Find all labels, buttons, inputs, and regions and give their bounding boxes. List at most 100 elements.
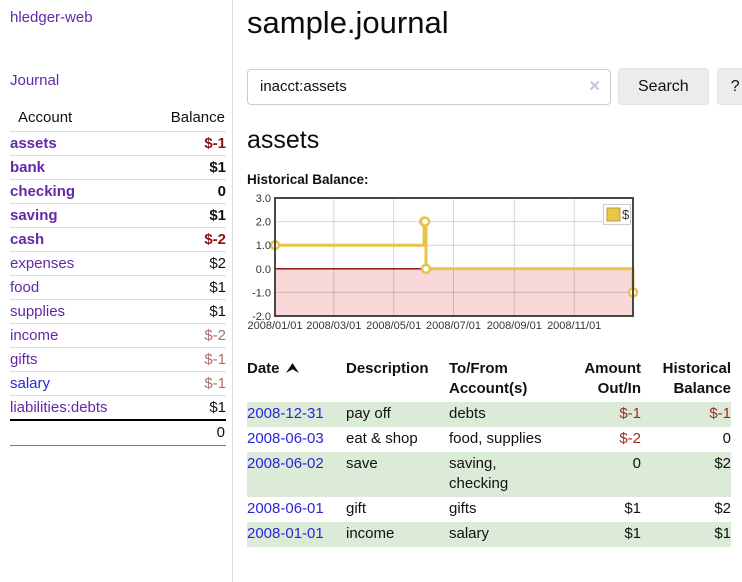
svg-text:0.0: 0.0 bbox=[256, 264, 271, 276]
sidebar-accounts-header: Account Balance bbox=[10, 107, 226, 132]
register-header-date[interactable]: Date bbox=[247, 358, 346, 402]
register-balance: $2 bbox=[714, 455, 731, 472]
sidebar-account-row: assets $-1 bbox=[10, 131, 226, 156]
register-amount: $1 bbox=[624, 525, 641, 542]
sidebar-account-row: liabilities:debts $1 bbox=[10, 395, 226, 420]
account-balance: $-2 bbox=[141, 323, 226, 348]
brand-link[interactable]: hledger-web bbox=[10, 9, 93, 26]
register-amount: $-2 bbox=[619, 430, 641, 447]
sidebar-account-row: supplies $1 bbox=[10, 299, 226, 324]
search-button[interactable]: Search bbox=[618, 68, 709, 105]
legend-swatch-icon bbox=[606, 207, 621, 222]
register-description: eat & shop bbox=[346, 430, 418, 447]
register-date-link[interactable]: 2008-01-01 bbox=[247, 525, 324, 542]
accounts-header-account: Account bbox=[18, 109, 73, 126]
chart-legend: $ bbox=[603, 204, 631, 225]
account-link-bank[interactable]: bank bbox=[10, 159, 46, 176]
accounts-header-balance: Balance bbox=[170, 109, 225, 126]
account-link-assets[interactable]: assets bbox=[10, 135, 57, 152]
register-accounts: gifts bbox=[449, 500, 477, 517]
account-balance: $-1 bbox=[141, 371, 226, 396]
register-row: 2008-12-31 pay off debts $-1 $-1 bbox=[247, 402, 731, 427]
chart-point-marker bbox=[419, 216, 431, 227]
register-description: income bbox=[346, 525, 395, 542]
chart-y-axis: -2.0 -1.0 0.0 1.0 2.0 3.0 bbox=[252, 194, 271, 323]
register-row: 2008-06-03 eat & shop food, supplies $-2 0 bbox=[247, 427, 731, 452]
account-link-expenses[interactable]: expenses bbox=[10, 255, 75, 272]
sidebar-account-row: salary $-1 bbox=[10, 371, 226, 396]
sidebar-total-balance: 0 bbox=[10, 419, 226, 446]
account-link-food[interactable]: food bbox=[10, 279, 40, 296]
historical-balance-chart: $ -2.0 -1.0 0.0 1.0 2.0 3.0 2008/01/01 2008/03/0… bbox=[247, 194, 639, 332]
register-description: pay off bbox=[346, 405, 391, 422]
register-date-link[interactable]: 2008-06-01 bbox=[247, 500, 324, 517]
chart-point-marker bbox=[420, 263, 432, 275]
svg-text:2008/01/01: 2008/01/01 bbox=[247, 320, 302, 332]
account-balance: $-1 bbox=[141, 131, 226, 156]
register-amount: 0 bbox=[632, 455, 641, 472]
account-link-liabilities-debts[interactable]: liabilities:debts bbox=[10, 399, 108, 416]
account-link-salary[interactable]: salary bbox=[10, 375, 51, 392]
sidebar-item-journal[interactable]: Journal bbox=[10, 72, 60, 89]
register-date-link[interactable]: 2008-06-02 bbox=[247, 455, 324, 472]
register-date-link[interactable]: 2008-06-03 bbox=[247, 430, 324, 447]
register-accounts: food, supplies bbox=[449, 430, 542, 447]
svg-text:2008/03/01: 2008/03/01 bbox=[306, 320, 361, 332]
svg-text:-2.0: -2.0 bbox=[252, 311, 271, 323]
account-title: assets bbox=[247, 126, 320, 154]
help-button[interactable]: ? bbox=[716, 68, 742, 105]
svg-text:2008/11/01: 2008/11/01 bbox=[547, 320, 601, 332]
sidebar-account-row: checking 0 bbox=[10, 179, 226, 204]
svg-text:2008/05/01: 2008/05/01 bbox=[366, 320, 421, 332]
legend-label: $ bbox=[622, 207, 630, 222]
register-row: 2008-06-01 gift gifts $1 $2 bbox=[247, 497, 731, 522]
account-link-gifts[interactable]: gifts bbox=[10, 351, 38, 368]
register-balance: $-1 bbox=[709, 405, 731, 422]
account-link-income[interactable]: income bbox=[10, 327, 59, 344]
svg-text:3.0: 3.0 bbox=[256, 194, 271, 205]
svg-text:-1.0: -1.0 bbox=[252, 287, 271, 299]
account-balance: $1 bbox=[141, 203, 226, 228]
account-link-supplies[interactable]: supplies bbox=[10, 303, 66, 320]
register-balance: $2 bbox=[714, 500, 731, 517]
register-row: 2008-01-01 income salary $1 $1 bbox=[247, 522, 731, 547]
register-date-link[interactable]: 2008-12-31 bbox=[247, 405, 324, 422]
chart-border bbox=[274, 197, 634, 317]
search-clear-icon[interactable]: ✕ bbox=[588, 77, 601, 95]
account-balance: $1 bbox=[141, 275, 226, 300]
account-balance: $-1 bbox=[141, 347, 226, 372]
sidebar-account-row: expenses $2 bbox=[10, 251, 226, 276]
sidebar: hledger-web Journal Account Balance asse… bbox=[0, 0, 233, 582]
register-accounts: debts bbox=[449, 405, 486, 422]
register-amount: $1 bbox=[624, 500, 641, 517]
sidebar-account-row: income $-2 bbox=[10, 323, 226, 348]
register-accounts: saving, checking bbox=[449, 455, 509, 492]
page-title: sample.journal bbox=[247, 5, 449, 40]
sidebar-account-row: bank $1 bbox=[10, 155, 226, 180]
account-balance: $2 bbox=[141, 251, 226, 276]
account-balance: $1 bbox=[141, 299, 226, 324]
search-form: ✕ Search ? bbox=[247, 68, 742, 105]
sort-ascending-icon bbox=[285, 360, 299, 377]
register-header-description: Description bbox=[346, 360, 429, 377]
register-description: save bbox=[346, 455, 378, 472]
account-link-cash[interactable]: cash bbox=[10, 231, 45, 248]
register-row: 2008-06-02 save saving, checking 0 $2 bbox=[247, 452, 731, 497]
account-balance: $-2 bbox=[141, 227, 226, 252]
account-link-checking[interactable]: checking bbox=[10, 183, 76, 200]
chart-x-axis: 2008/01/01 2008/03/01 2008/05/01 2008/07/01… bbox=[247, 320, 601, 332]
chart-title: Historical Balance: bbox=[247, 172, 369, 187]
register-body: 2008-12-31 pay off debts $-1 $-1 2008-06-03 ea… bbox=[247, 402, 731, 547]
account-balance: $1 bbox=[141, 155, 226, 180]
account-link-saving[interactable]: saving bbox=[10, 207, 58, 224]
sidebar-account-row: cash $-2 bbox=[10, 227, 226, 252]
sidebar-total-row: 0 bbox=[10, 419, 226, 446]
sidebar-accounts-body: assets $-1 bank $1 checking 0 saving $1 cash $-2 e… bbox=[10, 131, 226, 420]
sidebar-account-row: gifts $-1 bbox=[10, 347, 226, 372]
search-input[interactable] bbox=[247, 68, 611, 105]
register-description: gift bbox=[346, 500, 367, 517]
register-header-accounts: To/From Account(s) bbox=[449, 360, 528, 397]
register-balance: 0 bbox=[722, 430, 731, 447]
register-accounts: salary bbox=[449, 525, 490, 542]
